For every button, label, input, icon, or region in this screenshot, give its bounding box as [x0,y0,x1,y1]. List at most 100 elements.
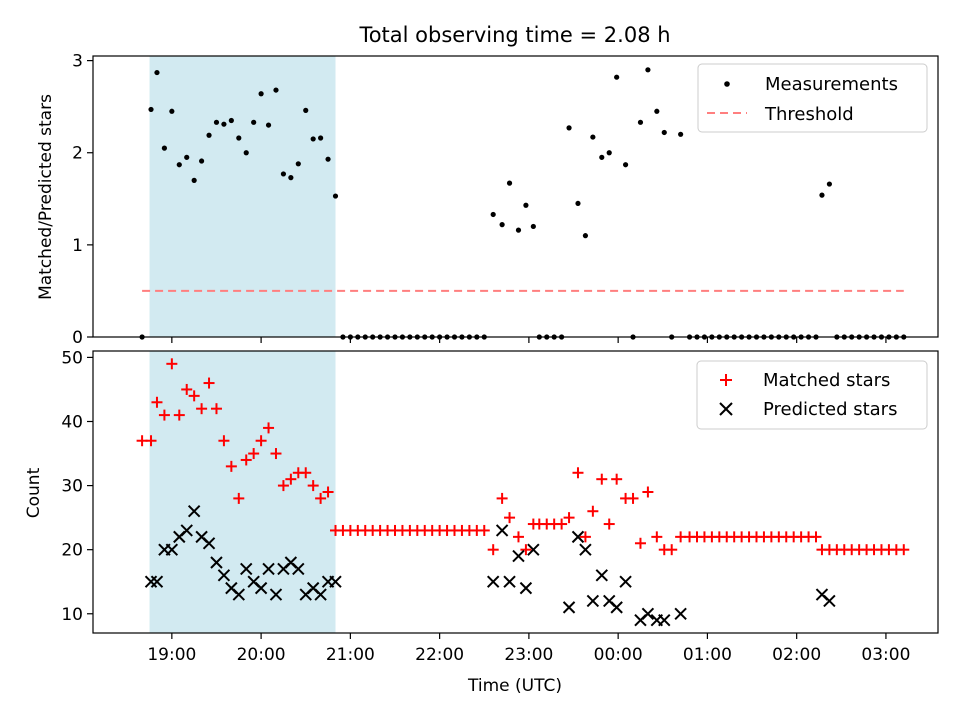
top-highlight-span [149,56,336,337]
top-legend: Measurements Threshold [697,63,928,133]
matched-star-point [151,396,163,408]
y-tick-label: 0 [72,328,83,348]
predicted-star-point [150,575,164,588]
measurement-point [575,200,581,207]
measurement-point [199,158,205,164]
measurement-point [325,156,331,162]
measurement-point [221,121,227,127]
measurement-point [582,233,589,239]
matched-star-point [203,377,215,389]
matched-star-point [263,422,275,434]
measurement-point [176,162,182,168]
top-legend-box [697,63,928,133]
matched-star-point [277,480,289,492]
measurement-point [318,135,324,141]
predicted-star-point [823,594,836,608]
matched-star-point [322,486,334,498]
matched-star-point [572,467,584,479]
matched-star-point [270,448,282,460]
measurement-point [184,154,190,160]
y-tick-label: 1 [72,236,83,256]
measurement-point [523,202,529,208]
matched-star-point [188,390,200,402]
predicted-star-point [658,613,671,627]
bottom-x-axis-label: Time (UTC) [467,676,562,696]
top-axes-frame [92,55,939,338]
matched-star-point [587,505,599,517]
predicted-star-point [202,537,216,550]
matched-star-point [563,512,575,524]
matched-star-point [496,492,508,504]
predicted-star-point [586,594,600,608]
matched-star-point [158,409,170,421]
measurement-point [288,175,294,181]
legend-matched-marker [720,374,732,386]
matched-star-point [504,512,516,524]
predicted-star-point [292,562,305,576]
x-tick-label: 19:00 [147,645,196,665]
matched-star-point [145,435,157,447]
measurement-points [139,67,907,340]
measurement-point [273,87,279,93]
predicted-star-point [527,543,540,556]
predicted-star-point [579,543,592,556]
measurement-point [678,131,684,137]
measurement-point [819,192,825,198]
matched-star-point [651,531,663,543]
measurement-point [332,193,339,199]
matched-star-point [611,473,623,485]
matched-star-point [315,492,327,504]
top-panel: 0 1 2 3 Matched/Predicted stars Measurement… [36,52,939,348]
x-tick-label: 20:00 [237,645,286,665]
predicted-star-point [210,556,223,569]
predicted-star-point [674,607,687,620]
y-tick-label: 40 [61,413,83,433]
figure-title: Total observing time = 2.08 h [358,23,670,47]
measurement-point [645,67,651,73]
y-tick-label: 10 [61,605,83,625]
predicted-star-point [503,575,516,588]
predicted-star-point [495,524,509,537]
predicted-star-point [217,569,231,582]
measurement-point [154,69,160,76]
y-tick-label: 3 [72,52,83,72]
matched-star-point [307,480,319,492]
matched-star-point [300,467,312,479]
measurement-point [661,129,667,136]
predicted-star-point [512,549,525,563]
matched-star-point [248,448,260,460]
legend-predicted-marker [719,402,733,416]
matched-star-point [634,537,646,549]
y-tick-label: 30 [61,477,83,497]
measurement-point [566,125,572,131]
bottom-axes-frame [92,350,939,634]
matched-star-point [233,492,245,504]
measurement-point [206,132,212,138]
predicted-star-point [562,601,576,614]
bottom-y-axis-label: Count [24,467,44,518]
matched-star-point [810,531,822,543]
legend-measurements-label: Measurements [765,74,898,95]
matched-star-point [627,492,639,504]
predicted-star-point [262,562,275,576]
measurement-point [310,136,316,142]
matched-star-point [166,358,178,370]
y-tick-label: 50 [61,348,83,368]
measurement-point [599,154,605,160]
x-tick-label: 02:00 [772,645,821,665]
predicted-star-point [619,575,632,588]
matched-star-point [579,531,591,543]
measurement-point [590,134,596,140]
predicted-star-point [254,581,268,595]
count-points [136,358,910,627]
predicted-star-point [180,524,193,537]
measurement-point [303,107,309,113]
matched-star-point [596,473,608,485]
predicted-star-point [519,581,533,595]
matched-star-point [478,524,490,536]
x-tick-label: 00:00 [594,645,643,665]
top-y-ticks: 0 1 2 3 [72,52,93,348]
measurement-point [236,135,242,141]
matched-star-point [642,486,654,498]
